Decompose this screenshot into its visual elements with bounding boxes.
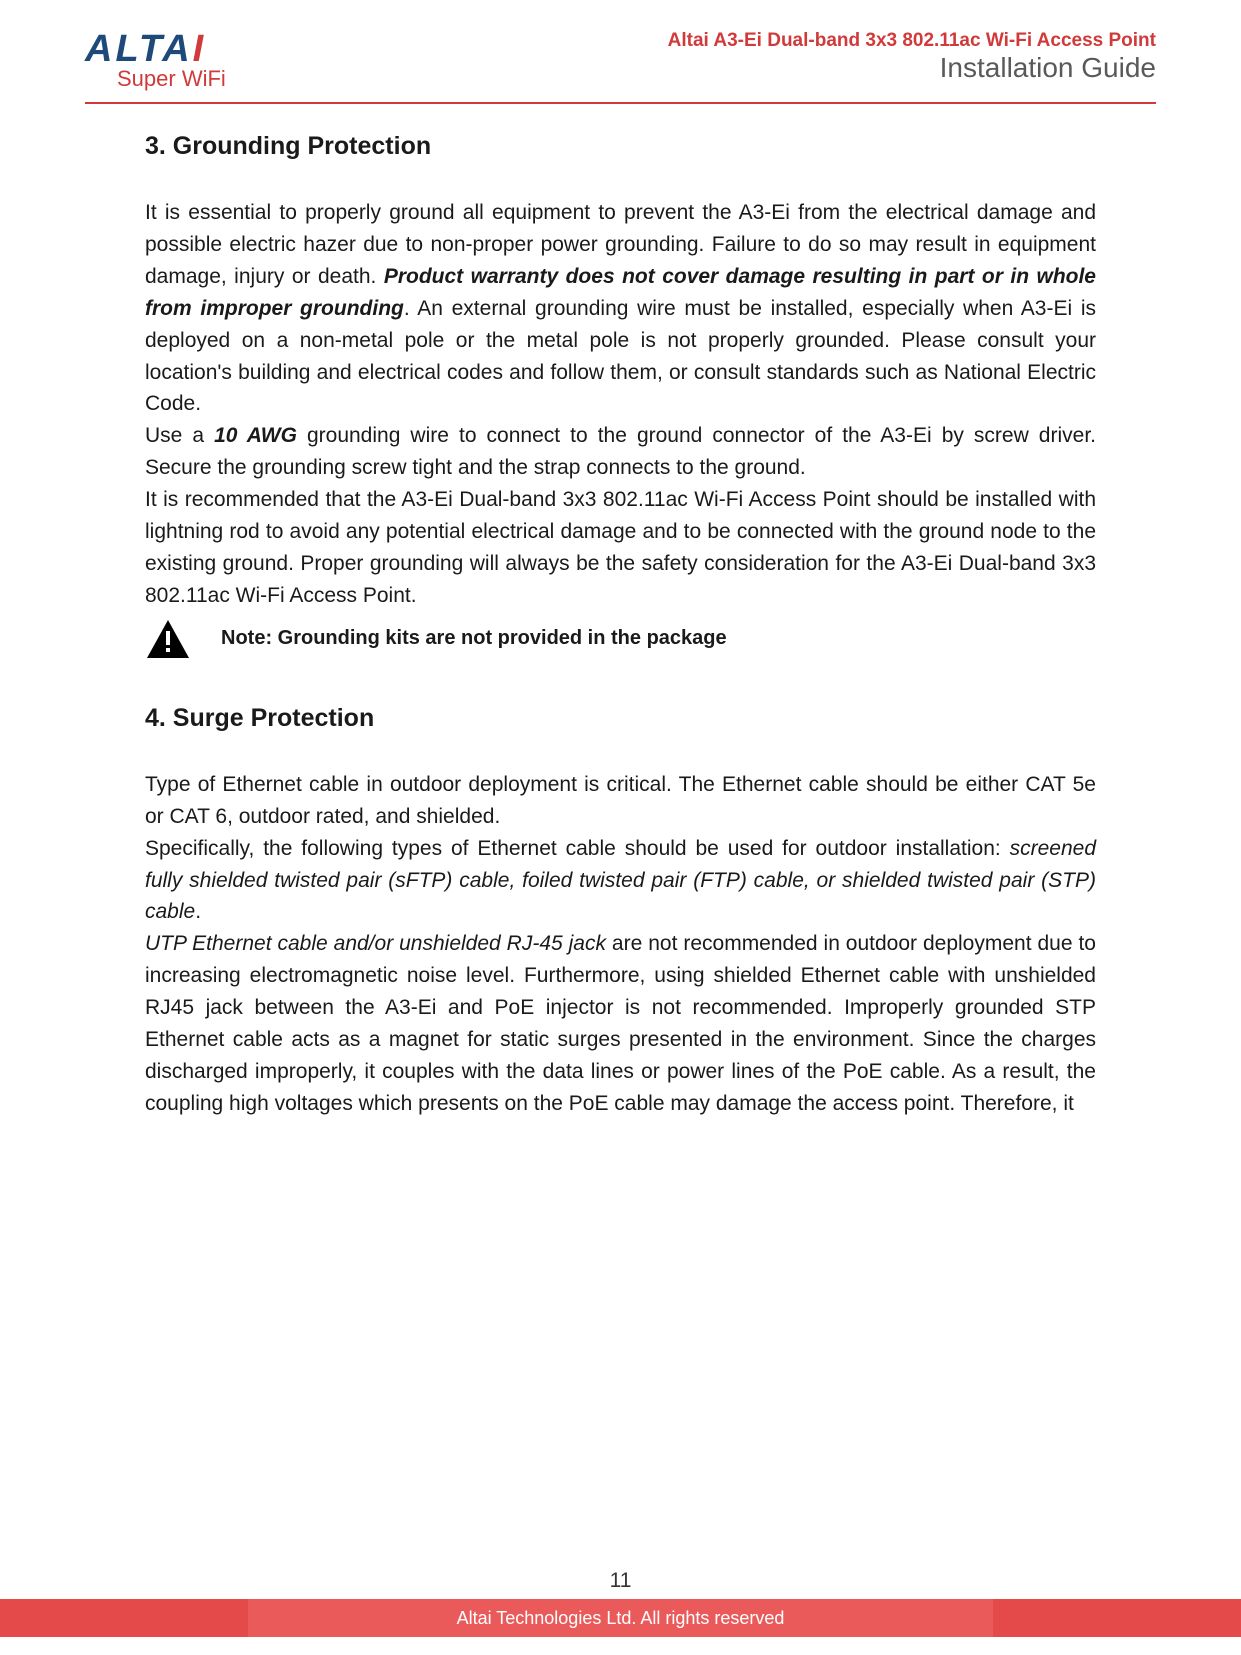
footer-bar: Altai Technologies Ltd. All rights reser… xyxy=(0,1599,1241,1637)
document-content: 3. Grounding Protection It is essential … xyxy=(85,104,1156,1120)
note-row: Note: Grounding kits are not provided in… xyxy=(145,618,1096,660)
para-text: are not recommended in outdoor deploymen… xyxy=(145,932,1096,1115)
logo-text-red: I xyxy=(193,28,207,70)
page-number-wrap: 11 xyxy=(0,1569,1241,1593)
header-right: Altai A3-Ei Dual-band 3x3 802.11ac Wi-Fi… xyxy=(668,30,1156,84)
section-3-para-1: It is essential to properly ground all e… xyxy=(145,197,1096,420)
document-page: ALTAI Super WiFi Altai A3-Ei Dual-band 3… xyxy=(0,0,1241,1655)
logo-subtitle: Super WiFi xyxy=(117,66,226,92)
para-bold: 10 AWG xyxy=(214,424,297,447)
logo-block: ALTAI Super WiFi xyxy=(85,30,226,92)
para-italic: UTP Ethernet cable and/or unshielded RJ-… xyxy=(145,932,606,955)
section-4-para-3: UTP Ethernet cable and/or unshielded RJ-… xyxy=(145,928,1096,1119)
para-text: Use a xyxy=(145,424,214,447)
section-3-para-3: It is recommended that the A3-Ei Dual-ba… xyxy=(145,484,1096,612)
note-text: Note: Grounding kits are not provided in… xyxy=(221,627,727,650)
product-name: Altai A3-Ei Dual-band 3x3 802.11ac Wi-Fi… xyxy=(668,30,1156,52)
section-4-para-1: Type of Ethernet cable in outdoor deploy… xyxy=(145,769,1096,833)
section-3-para-2: Use a 10 AWG grounding wire to connect t… xyxy=(145,420,1096,484)
page-number: 11 xyxy=(610,1569,632,1592)
footer-text: Altai Technologies Ltd. All rights reser… xyxy=(457,1608,785,1629)
section-4-para-2: Specifically, the following types of Eth… xyxy=(145,833,1096,929)
footer-highlight: Altai Technologies Ltd. All rights reser… xyxy=(248,1599,993,1637)
para-text: Specifically, the following types of Eth… xyxy=(145,837,1010,860)
warning-icon xyxy=(145,618,191,660)
logo-text-blue: ALTA xyxy=(85,28,193,70)
guide-name: Installation Guide xyxy=(668,52,1156,84)
para-text: . xyxy=(195,900,201,923)
logo-main: ALTAI xyxy=(85,30,226,68)
section-3-title: 3. Grounding Protection xyxy=(145,132,1096,161)
section-4-title: 4. Surge Protection xyxy=(145,704,1096,733)
page-header: ALTAI Super WiFi Altai A3-Ei Dual-band 3… xyxy=(85,30,1156,104)
